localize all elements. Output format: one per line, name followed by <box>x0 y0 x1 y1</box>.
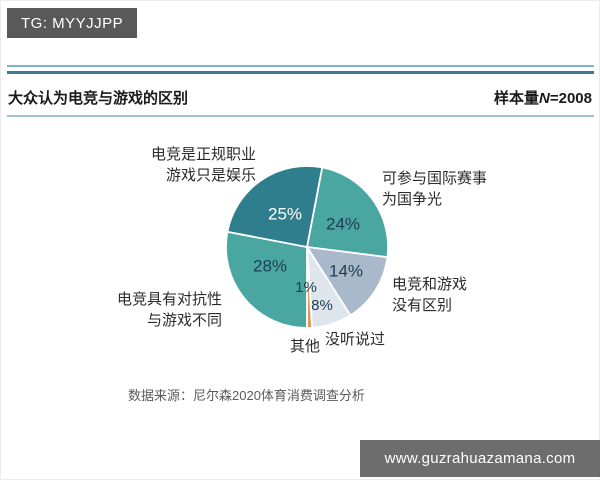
callout-line: 可参与国际赛事 <box>382 170 488 187</box>
title-underline-rule <box>7 115 594 117</box>
callout-adversarial: 电竞具有对抗性 与游戏不同 <box>90 289 222 331</box>
callout-line: 电竞和游戏 <box>392 276 468 293</box>
pie-slice-no-difference[interactable] <box>305 245 389 317</box>
pie-value-label-international-honor: 24% <box>326 214 360 233</box>
telegram-badge-text: TG: MYYJJPP <box>21 14 124 32</box>
sample-prefix: 样本量 <box>494 90 540 107</box>
pie-value-label-profession-vs-fun: 25% <box>268 204 302 223</box>
sample-value: =2008 <box>549 90 592 107</box>
callout-line: 游戏只是娱乐 <box>165 167 256 184</box>
pie-slice-adversarial[interactable] <box>225 230 308 329</box>
callout-line: 与游戏不同 <box>146 312 222 329</box>
callout-international: 可参与国际赛事 为国争光 <box>382 168 487 210</box>
chart-title: 大众认为电竞与游戏的区别 <box>8 90 189 107</box>
callout-line: 为国争光 <box>382 191 443 208</box>
callout-no-difference: 电竞和游戏 没有区别 <box>392 274 467 316</box>
callout-profession: 电竞是正规职业 游戏只是娱乐 <box>100 144 256 186</box>
sample-symbol: N <box>539 90 550 107</box>
pie-chart-area: 24% 14% 8% 1% 28% 25% <box>0 120 600 360</box>
telegram-badge: TG: MYYJJPP <box>7 8 137 38</box>
pie-slice-international-honor[interactable] <box>305 166 389 259</box>
chart-header: 大众认为电竞与游戏的区别 样本量N=2008 <box>8 87 592 108</box>
pie-chart: 24% 14% 8%1% 28% 25% <box>225 165 389 329</box>
callout-line: 电竞具有对抗性 <box>116 291 222 308</box>
callout-never-heard: 没听说过 <box>325 331 386 348</box>
callout-line: 没有区别 <box>392 297 453 314</box>
pie-value-label-never-heard: 8% <box>311 297 333 314</box>
watermark-url: www.guzrahuazamana.com <box>384 450 576 467</box>
pie-value-label-other: 1% <box>295 279 317 296</box>
callout-other: 其他 <box>290 338 321 355</box>
pie-slice-profession-vs-fun[interactable] <box>226 165 324 249</box>
watermark-bar: www.guzrahuazamana.com <box>360 440 600 477</box>
header-double-rule <box>7 65 594 74</box>
callout-line: 电竞是正规职业 <box>150 146 256 163</box>
pie-value-label-no-difference: 14% <box>329 261 363 280</box>
pie-value-label-adversarial: 28% <box>253 256 287 275</box>
data-source-note: 数据来源：尼尔森2020体育消费调查分析 <box>128 388 365 403</box>
sample-size-label: 样本量N=2008 <box>494 87 592 108</box>
